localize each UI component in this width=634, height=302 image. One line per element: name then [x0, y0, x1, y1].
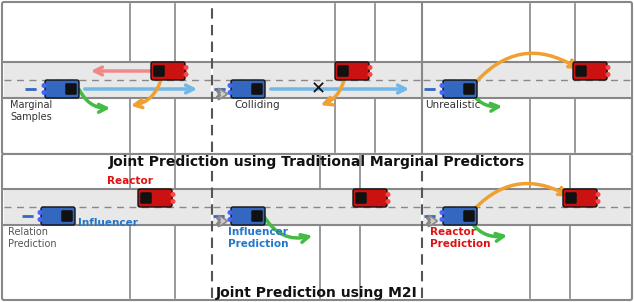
Text: Joint Prediction using Traditional Marginal Predictors: Joint Prediction using Traditional Margi…	[109, 155, 525, 169]
FancyBboxPatch shape	[61, 211, 72, 221]
FancyArrowPatch shape	[470, 184, 566, 214]
FancyBboxPatch shape	[252, 211, 262, 221]
Circle shape	[171, 193, 175, 196]
Circle shape	[440, 91, 444, 94]
Text: Relation
Prediction: Relation Prediction	[8, 227, 56, 249]
Circle shape	[386, 193, 390, 196]
Circle shape	[42, 91, 46, 94]
Circle shape	[386, 200, 390, 203]
Text: Colliding: Colliding	[234, 100, 280, 110]
Text: Unrealistic: Unrealistic	[425, 100, 481, 110]
FancyBboxPatch shape	[563, 189, 597, 207]
FancyBboxPatch shape	[66, 84, 76, 94]
FancyBboxPatch shape	[138, 189, 172, 207]
Circle shape	[228, 218, 232, 221]
FancyArrowPatch shape	[324, 79, 344, 105]
FancyBboxPatch shape	[45, 80, 79, 98]
Bar	[4, 62, 211, 98]
Circle shape	[368, 66, 372, 69]
FancyBboxPatch shape	[573, 62, 607, 80]
FancyBboxPatch shape	[353, 189, 387, 207]
FancyBboxPatch shape	[231, 207, 265, 225]
FancyArrowPatch shape	[472, 53, 576, 87]
Circle shape	[440, 84, 444, 87]
FancyBboxPatch shape	[231, 80, 265, 98]
FancyBboxPatch shape	[356, 193, 366, 203]
FancyArrowPatch shape	[263, 215, 309, 242]
Text: Influencer: Influencer	[78, 218, 138, 228]
Text: Influencer
Prediction: Influencer Prediction	[228, 227, 288, 249]
Text: Joint Prediction using M2I: Joint Prediction using M2I	[216, 286, 418, 300]
Circle shape	[38, 211, 42, 214]
FancyBboxPatch shape	[335, 62, 369, 80]
Circle shape	[606, 73, 610, 76]
Bar	[423, 189, 630, 225]
FancyBboxPatch shape	[151, 62, 185, 80]
FancyArrowPatch shape	[467, 217, 503, 241]
Text: Reactor: Reactor	[107, 176, 153, 186]
Circle shape	[171, 200, 175, 203]
Bar	[213, 62, 421, 98]
Text: ✕: ✕	[311, 80, 326, 98]
Circle shape	[228, 84, 232, 87]
FancyBboxPatch shape	[463, 211, 474, 221]
Circle shape	[596, 200, 600, 203]
Text: Reactor
Prediction: Reactor Prediction	[430, 227, 491, 249]
Circle shape	[606, 66, 610, 69]
FancyArrowPatch shape	[134, 79, 161, 108]
Text: Marginal
Samples: Marginal Samples	[10, 100, 52, 122]
Bar	[423, 62, 630, 98]
FancyBboxPatch shape	[338, 66, 348, 76]
FancyBboxPatch shape	[463, 84, 474, 94]
FancyBboxPatch shape	[41, 207, 75, 225]
Bar	[4, 189, 211, 225]
Circle shape	[368, 73, 372, 76]
FancyBboxPatch shape	[2, 2, 632, 154]
FancyBboxPatch shape	[141, 193, 152, 203]
FancyBboxPatch shape	[252, 84, 262, 94]
FancyBboxPatch shape	[576, 66, 586, 76]
Circle shape	[228, 91, 232, 94]
Bar	[213, 189, 421, 225]
Circle shape	[228, 211, 232, 214]
FancyArrowPatch shape	[79, 89, 107, 112]
Circle shape	[440, 218, 444, 221]
Circle shape	[184, 73, 188, 76]
FancyBboxPatch shape	[443, 207, 477, 225]
FancyArrowPatch shape	[469, 89, 498, 111]
FancyBboxPatch shape	[2, 154, 632, 300]
Circle shape	[38, 218, 42, 221]
Circle shape	[184, 66, 188, 69]
Circle shape	[596, 193, 600, 196]
Circle shape	[440, 211, 444, 214]
FancyBboxPatch shape	[443, 80, 477, 98]
FancyBboxPatch shape	[566, 193, 576, 203]
FancyBboxPatch shape	[153, 66, 164, 76]
Circle shape	[42, 84, 46, 87]
